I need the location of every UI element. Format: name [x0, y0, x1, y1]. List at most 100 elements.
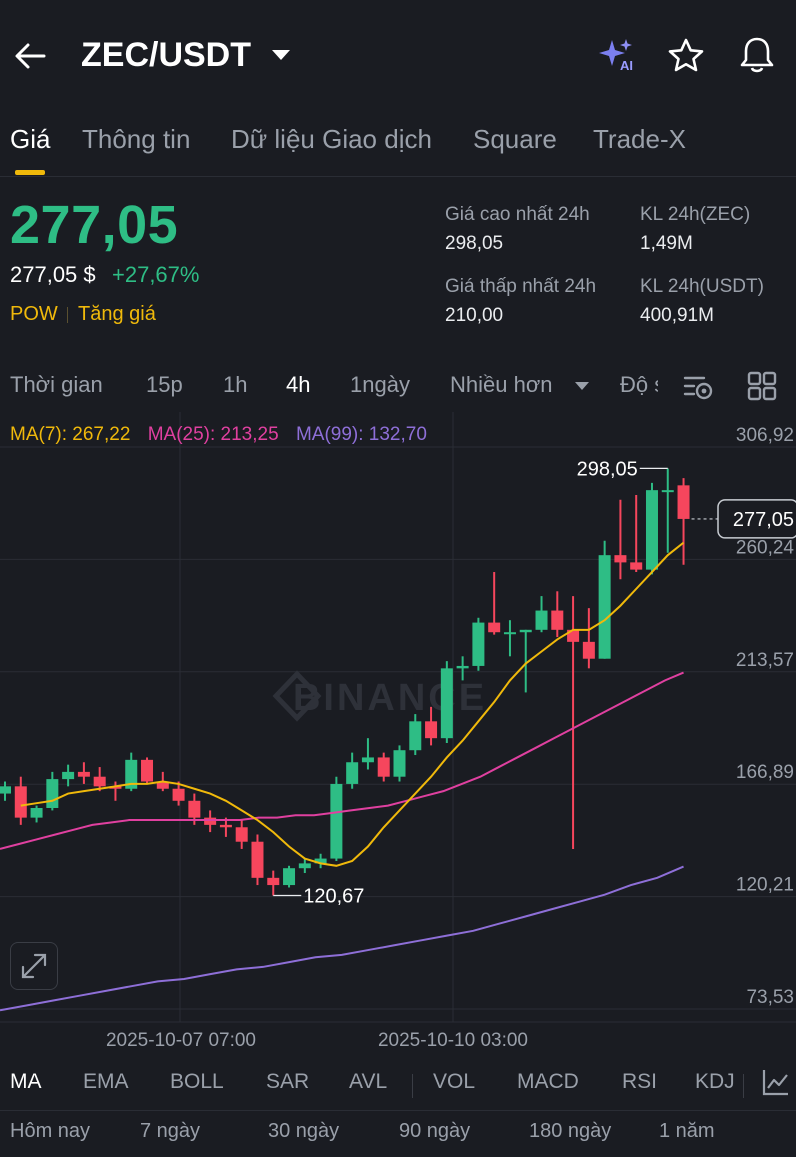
fullscreen-button[interactable] — [10, 942, 58, 990]
candle-body — [204, 817, 217, 825]
tab-info[interactable]: Thông tin — [82, 124, 191, 154]
ind-rsi[interactable]: RSI — [622, 1070, 658, 1093]
tf-1h[interactable]: 1h — [223, 372, 248, 397]
ind-boll[interactable]: BOLL — [170, 1070, 224, 1093]
indicator-settings-icon[interactable] — [760, 1066, 792, 1098]
stat-vol-quote-value: 400,91M — [640, 305, 714, 326]
ma25-value: MA(25): 213,25 — [147, 424, 279, 445]
candle-body — [62, 771, 75, 780]
candle-body — [314, 858, 327, 864]
tf-4h[interactable]: 4h — [286, 372, 311, 397]
ai-sparkle-icon[interactable]: AI — [596, 36, 640, 76]
indicator-divider — [743, 1074, 744, 1098]
candle-body — [645, 490, 658, 570]
candle-body — [109, 786, 122, 789]
candle-body — [346, 762, 359, 784]
tf-1d[interactable]: 1ngày — [350, 372, 410, 397]
x-tick-label: 2025-10-10 03:00 — [378, 1030, 528, 1051]
ind-ma[interactable]: MA — [10, 1070, 42, 1093]
tf-more-caret-icon[interactable] — [575, 382, 589, 390]
low-annotation: 120,67 — [303, 885, 364, 907]
ind-sar[interactable]: SAR — [266, 1070, 310, 1093]
main-tabs: Giá Thông tin Dữ liệu Giao dịch Square T… — [0, 118, 796, 177]
candle-body — [582, 641, 595, 659]
candle-body — [440, 668, 453, 739]
chart-settings-icon[interactable] — [682, 370, 716, 404]
period-7d[interactable]: 7 ngày — [140, 1120, 201, 1142]
tf-15m[interactable]: 15p — [146, 372, 183, 397]
candle-body — [141, 759, 154, 782]
tf-time[interactable]: Thời gian — [10, 372, 103, 397]
period-30d[interactable]: 30 ngày — [268, 1120, 340, 1142]
star-icon[interactable] — [666, 36, 706, 76]
period-90d[interactable]: 90 ngày — [399, 1120, 471, 1142]
binance-watermark: BINANCE — [293, 677, 487, 719]
candle-body — [330, 783, 343, 859]
candle-body — [14, 786, 27, 818]
layout-grid-icon[interactable] — [746, 370, 778, 402]
tab-trade-x[interactable]: Trade-X — [593, 124, 686, 154]
ind-vol[interactable]: VOL — [433, 1070, 476, 1093]
expand-icon — [21, 953, 47, 979]
candle-body — [156, 781, 169, 789]
stat-high-value: 298,05 — [445, 233, 504, 254]
tag-gainer[interactable]: Tăng giá — [78, 303, 156, 325]
svg-text:AI: AI — [620, 58, 633, 73]
stat-low-value: 210,00 — [445, 305, 504, 326]
price-usd: 277,05 $ — [10, 262, 96, 287]
candle-body — [188, 800, 201, 818]
ind-ema[interactable]: EMA — [83, 1070, 129, 1093]
candle-body — [393, 750, 406, 777]
candle-body — [219, 824, 232, 828]
ma7-value: MA(7): 267,22 — [10, 424, 131, 445]
candlestick-chart[interactable]: BINANCE 306,92 260,24 213,57 166,89 120,21 73,… — [0, 412, 796, 1052]
stat-vol-base-value: 1,49M — [640, 233, 693, 254]
candle-body — [598, 555, 611, 659]
price-change: +27,67% — [112, 262, 200, 287]
pair-dropdown-icon[interactable] — [272, 50, 290, 60]
candle-body — [488, 622, 501, 633]
candle-body — [425, 721, 438, 739]
ma99-line — [0, 865, 684, 1012]
y-tick-label: 213,57 — [736, 650, 794, 671]
pair-title[interactable]: ZEC/USDT — [81, 36, 251, 74]
candle-body — [377, 757, 390, 777]
candle-body — [0, 786, 11, 794]
last-price-label: 277,05 — [733, 509, 794, 531]
tag-divider — [67, 307, 68, 323]
candle-body — [125, 759, 138, 789]
candle-body — [77, 771, 90, 777]
period-today[interactable]: Hôm nay — [10, 1120, 91, 1142]
candle-body — [472, 622, 485, 666]
tab-price[interactable]: Giá — [10, 124, 51, 154]
period-1y[interactable]: 1 năm — [659, 1120, 715, 1142]
ind-kdj[interactable]: KDJ — [695, 1070, 735, 1093]
active-tab-indicator — [15, 170, 45, 175]
y-tick-label: 306,92 — [736, 425, 794, 446]
candle-body — [630, 562, 643, 570]
tab-square[interactable]: Square — [473, 124, 557, 154]
indicator-divider — [412, 1074, 413, 1098]
y-tick-label: 166,89 — [736, 762, 794, 783]
candle-body — [661, 490, 674, 493]
back-arrow-icon[interactable] — [10, 36, 50, 76]
stat-vol-quote-label: KL 24h(USDT) — [640, 276, 764, 297]
stat-high-label: Giá cao nhất 24h — [445, 204, 590, 225]
candle-body — [409, 721, 422, 751]
tag-pow[interactable]: POW — [10, 303, 58, 325]
candle-body — [298, 863, 311, 869]
y-tick-label: 260,24 — [736, 537, 795, 558]
ind-macd[interactable]: MACD — [517, 1070, 579, 1093]
period-180d[interactable]: 180 ngày — [529, 1120, 612, 1142]
tab-trading-data[interactable]: Dữ liệu Giao dịch — [231, 124, 432, 154]
candle-body — [503, 632, 516, 635]
tf-depth[interactable]: Độ s — [620, 372, 658, 397]
header: ZEC/USDT AI — [0, 0, 796, 112]
candle-body — [361, 757, 374, 763]
indicator-bar: MA EMA BOLL SAR AVL VOL MACD RSI KDJ — [0, 1060, 796, 1111]
x-tick-label: 2025-10-07 07:00 — [106, 1030, 256, 1051]
ma99-value: MA(99): 132,70 — [295, 424, 427, 445]
tf-more[interactable]: Nhiều hơn — [450, 372, 553, 397]
ind-avl[interactable]: AVL — [349, 1070, 388, 1093]
bell-icon[interactable] — [736, 34, 778, 76]
